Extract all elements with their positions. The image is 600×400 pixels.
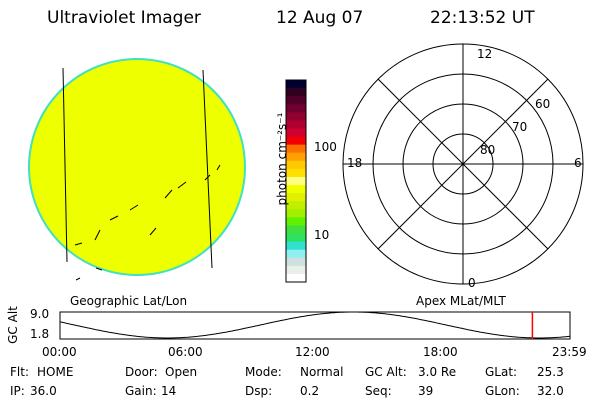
colorbar-swatch <box>286 88 306 97</box>
status-value: Normal <box>300 365 344 379</box>
ytick: 9.0 <box>30 307 50 321</box>
status-key: GC Alt: <box>365 365 407 379</box>
timeline-ylabel: GC Alt <box>5 306 20 344</box>
colorbar-swatch <box>286 225 306 235</box>
colorbar-swatch <box>286 128 306 138</box>
colorbar-swatch <box>286 201 306 210</box>
colorbar-swatch <box>286 217 306 226</box>
lat-label-70: 70 <box>512 120 528 134</box>
polar-grid <box>342 43 584 285</box>
colorbar-tick: 10 <box>314 228 330 242</box>
time: 22:13:52 UT <box>430 8 535 28</box>
ytick: 1.8 <box>30 327 50 341</box>
colorbar-frame <box>285 79 307 283</box>
mlt-label-0: 0 <box>468 276 476 290</box>
status-key: GLon: <box>485 384 520 398</box>
status-value: 25.3 <box>537 365 564 379</box>
status-value: 14 <box>161 384 177 398</box>
status-key: Dsp: <box>245 384 273 398</box>
status-value: HOME <box>37 365 74 379</box>
timeline-frame <box>59 311 571 340</box>
lat-label-80: 80 <box>480 143 496 157</box>
colorbar-swatch <box>286 176 306 186</box>
mlt-label-12: 12 <box>477 47 493 61</box>
xtick: 06:00 <box>168 345 203 359</box>
status-key: IP: <box>10 384 25 398</box>
colorbar-swatch <box>286 273 306 283</box>
colorbar-tick: 100 <box>314 140 337 154</box>
colorbar-swatch <box>286 233 306 243</box>
status-key: Door: <box>125 365 158 379</box>
colorbar-swatch <box>286 168 306 178</box>
geo-disc <box>28 58 246 276</box>
xtick: 00:00 <box>42 345 77 359</box>
status-value: 3.0 Re <box>418 365 457 379</box>
colorbar-swatch <box>286 257 306 267</box>
colorbar-swatch <box>286 136 306 146</box>
geo-grid-lines <box>62 67 221 281</box>
status-key: GLat: <box>485 365 518 379</box>
colorbar-swatch <box>286 104 306 113</box>
status-key: Seq: <box>365 384 392 398</box>
status-value: 32.0 <box>537 384 564 398</box>
colorbar-swatch <box>286 152 306 162</box>
colorbar-swatch <box>286 96 306 105</box>
colorbar-swatch <box>286 160 306 170</box>
status-key: Flt: <box>10 365 29 379</box>
colorbar-swatch <box>286 265 306 275</box>
mlt-label-18: 18 <box>347 156 363 170</box>
colorbar-swatch <box>286 249 306 259</box>
status-value: 39 <box>418 384 434 398</box>
xtick: 12:00 <box>295 345 330 359</box>
colorbar-swatch <box>286 209 306 218</box>
colorbar-swatch <box>286 185 306 194</box>
status-value: 36.0 <box>30 384 57 398</box>
status-value: Open <box>165 365 198 379</box>
status-key: Mode: <box>245 365 282 379</box>
status-value: 0.2 <box>300 384 320 398</box>
lat-label-60: 60 <box>535 97 551 111</box>
colorbar-swatch <box>286 112 306 121</box>
altitude-curve <box>59 311 571 339</box>
mlt-label-6: 6 <box>574 156 582 170</box>
xtick: 23:59 <box>552 345 587 359</box>
colorbar-swatch <box>286 80 306 89</box>
xtick: 18:00 <box>423 345 458 359</box>
status-key: Gain: <box>125 384 157 398</box>
colorbar-swatch <box>286 193 306 202</box>
date: 12 Aug 07 <box>276 8 364 28</box>
colorbar-label: photon cm⁻²s⁻¹ <box>275 112 289 206</box>
colorbar-swatch <box>286 241 306 251</box>
title: Ultraviolet Imager <box>47 8 201 28</box>
polar-panel-label: Apex MLat/MLT <box>416 294 506 308</box>
geo-panel-label: Geographic Lat/Lon <box>70 294 188 308</box>
colorbar-swatch <box>286 144 306 154</box>
colorbar-swatch <box>286 120 306 129</box>
colorbar <box>285 79 307 283</box>
